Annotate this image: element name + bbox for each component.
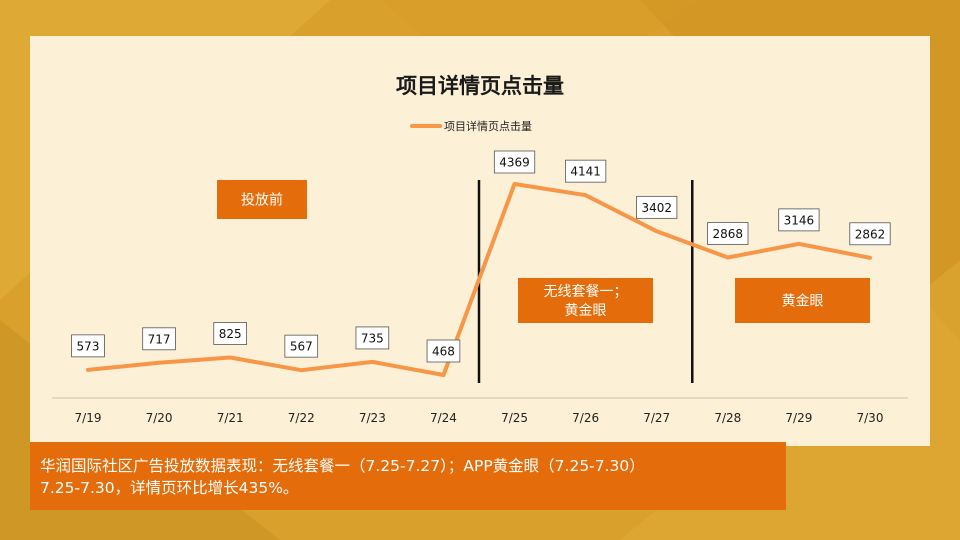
data-labels: 573 717 825 567 735 468 4369 4141 3402 2868 3146 28… xyxy=(71,150,891,363)
data-label-text: 573 xyxy=(77,339,100,353)
data-label-7-28: 2868 xyxy=(707,222,749,245)
x-tick-label: 7/20 xyxy=(146,411,173,425)
data-label-text: 2862 xyxy=(855,227,886,241)
data-label-7-26: 4141 xyxy=(565,159,607,183)
x-tick-label: 7/23 xyxy=(359,411,386,425)
x-tick-label: 7/30 xyxy=(857,411,884,425)
series-group xyxy=(86,182,872,377)
data-point-7-28 xyxy=(727,256,729,258)
data-label-box xyxy=(426,339,461,363)
x-tick-label: 7/22 xyxy=(288,411,315,425)
data-label-text: 4141 xyxy=(570,165,601,179)
data-label-text: 2868 xyxy=(713,227,744,241)
legend-label: 项目详情页点击量 xyxy=(444,119,532,133)
data-label-7-29: 3146 xyxy=(778,208,820,232)
data-label-box xyxy=(142,327,176,351)
x-tick-label: 7/19 xyxy=(75,411,102,425)
data-point-7-29 xyxy=(798,243,800,245)
data-label-box xyxy=(493,150,536,174)
data-point-7-30 xyxy=(869,257,871,259)
x-tick-label: 7/24 xyxy=(430,411,457,425)
data-label-box xyxy=(71,334,105,358)
annotation-golden-eye-box xyxy=(735,278,870,323)
data-label-text: 3146 xyxy=(784,213,815,227)
legend: 项目详情页点击量 xyxy=(410,119,532,133)
data-label-text: 735 xyxy=(361,331,384,345)
data-label-box xyxy=(213,322,247,345)
data-label-text: 825 xyxy=(219,327,242,341)
data-point-7-26 xyxy=(585,194,587,196)
data-point-7-21 xyxy=(229,357,231,359)
data-point-7-20 xyxy=(158,362,160,364)
data-label-7-27: 3402 xyxy=(636,195,678,219)
data-label-box xyxy=(707,222,749,245)
data-label-text: 4369 xyxy=(499,156,530,170)
data-label-7-19: 573 xyxy=(71,334,105,358)
data-label-text: 3402 xyxy=(641,201,672,215)
data-point-7-19 xyxy=(87,369,89,371)
data-label-7-24: 468 xyxy=(426,339,461,363)
data-point-7-22 xyxy=(300,369,302,371)
x-tick-label: 7/26 xyxy=(572,411,599,425)
data-point-7-24 xyxy=(442,374,444,376)
footer-banner: 华润国际社区广告投放数据表现：无线套餐一（7.25-7.27）；APP黄金眼（7… xyxy=(30,442,786,510)
x-tick-label: 7/21 xyxy=(217,411,244,425)
data-label-box xyxy=(778,208,820,232)
annotation-pre-launch-text: 投放前 xyxy=(241,192,283,209)
annotation-golden-eye-text: 黄金眼 xyxy=(782,293,824,310)
data-label-7-23: 735 xyxy=(355,326,390,350)
x-tick-label: 7/28 xyxy=(714,411,741,425)
data-point-7-25 xyxy=(514,183,516,185)
chart-title: 项目详情页点击量 xyxy=(396,74,564,98)
data-label-7-25: 4369 xyxy=(493,150,536,174)
annotation-wireless-package-text: 无线套餐一；黄金眼 xyxy=(544,284,628,319)
annotation-pre-launch: 投放前 xyxy=(217,180,307,219)
data-label-7-21: 825 xyxy=(213,322,247,345)
x-tick-label: 7/27 xyxy=(643,411,670,425)
footer-line-2: 7.25-7.30，详情页环比增长435%。 xyxy=(40,479,299,497)
data-label-text: 468 xyxy=(432,345,455,359)
x-tick-label: 7/25 xyxy=(501,411,528,425)
data-label-7-30: 2862 xyxy=(849,222,891,246)
series-line xyxy=(86,182,872,377)
x-axis-ticks: 7/19 7/20 7/21 7/22 7/23 7/24 7/25 7/26 7/27 7/28… xyxy=(75,411,884,425)
data-label-box xyxy=(284,334,319,358)
data-label-7-20: 717 xyxy=(142,327,176,351)
x-tick-label: 7/29 xyxy=(785,411,812,425)
data-label-box xyxy=(849,222,891,246)
annotation-golden-eye: 黄金眼 xyxy=(735,278,870,323)
footer-line-1: 华润国际社区广告投放数据表现：无线套餐一（7.25-7.27）；APP黄金眼（7… xyxy=(40,457,645,475)
annotation-pre-launch-box xyxy=(217,180,307,219)
data-label-text: 717 xyxy=(148,332,171,346)
annotation-wireless-package-box xyxy=(518,278,653,323)
data-label-text: 567 xyxy=(290,340,313,354)
data-label-box xyxy=(565,159,607,183)
data-label-7-22: 567 xyxy=(284,334,319,358)
data-point-7-23 xyxy=(371,361,373,363)
data-label-box xyxy=(355,326,390,350)
data-label-box xyxy=(636,195,678,219)
data-point-7-27 xyxy=(656,230,658,232)
annotation-wireless-package: 无线套餐一；黄金眼 xyxy=(518,278,653,323)
